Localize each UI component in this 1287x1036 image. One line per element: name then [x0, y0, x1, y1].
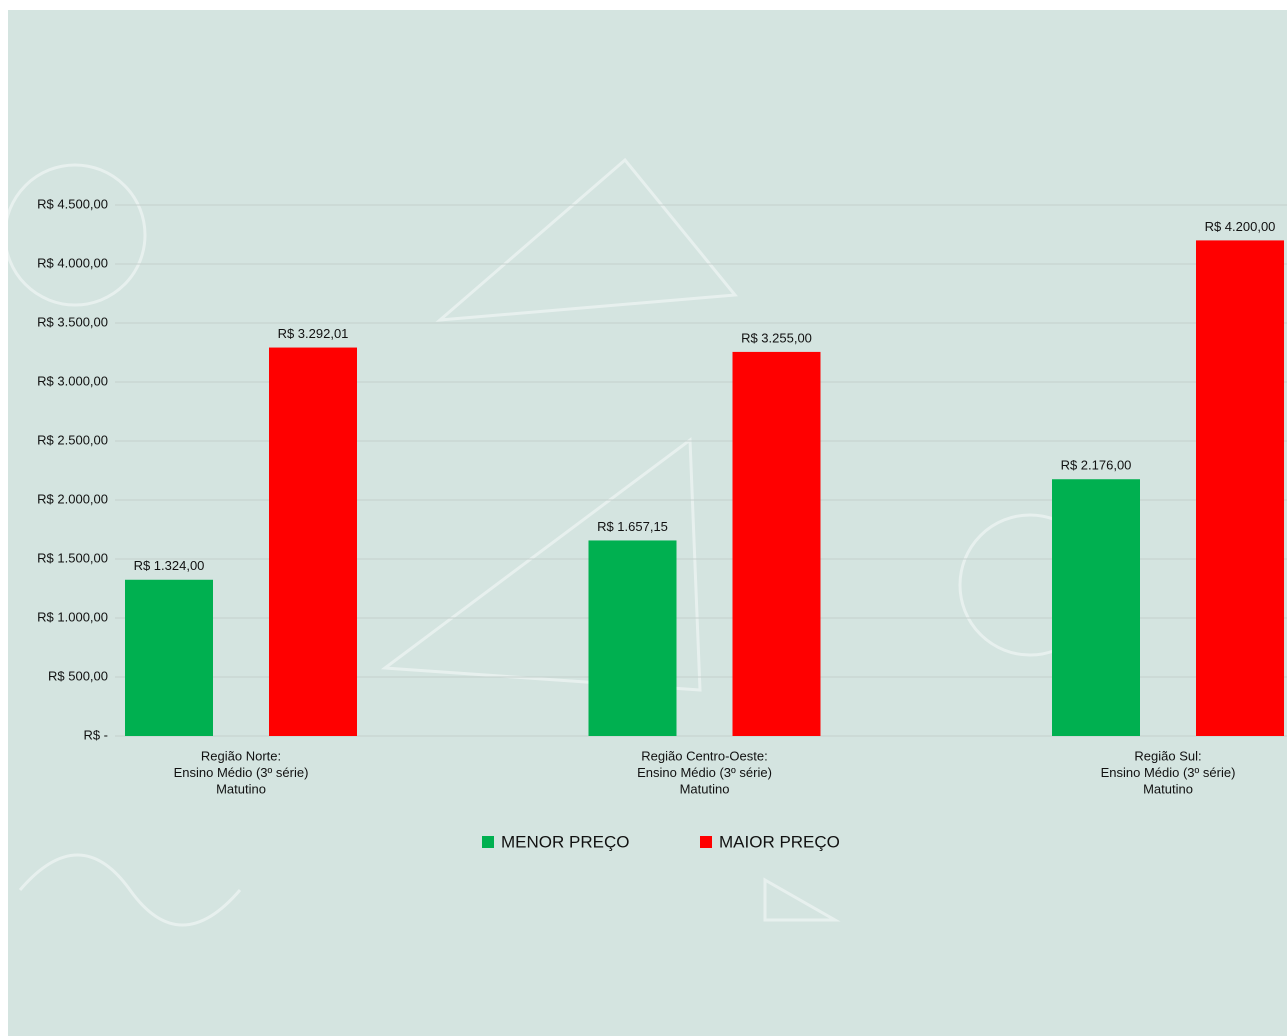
x-tick-label: Região Sul: — [1134, 748, 1201, 763]
y-tick-label: R$ 500,00 — [48, 668, 108, 683]
data-label: R$ 4.200,00 — [1205, 219, 1276, 234]
x-tick-label: Região Centro-Oeste: — [641, 748, 767, 763]
data-label: R$ 2.176,00 — [1061, 458, 1132, 473]
y-tick-label: R$ 2.500,00 — [37, 432, 108, 447]
data-label: R$ 1.324,00 — [134, 558, 205, 573]
legend: MENOR PREÇO MAIOR PREÇO — [482, 832, 840, 851]
x-tick-label: Ensino Médio (3º série) — [637, 765, 772, 780]
bar — [588, 540, 677, 736]
y-tick-label: R$ 3.000,00 — [37, 373, 108, 388]
y-tick-label: R$ 1.000,00 — [37, 609, 108, 624]
y-tick-label: R$ 1.500,00 — [37, 550, 108, 565]
y-tick-label: R$ 2.000,00 — [37, 491, 108, 506]
y-tick-label: R$ 4.500,00 — [37, 196, 108, 211]
y-tick-label: R$ 3.500,00 — [37, 314, 108, 329]
bar — [1052, 479, 1140, 736]
x-tick-label: Matutino — [680, 781, 730, 796]
x-tick-label: Matutino — [216, 781, 266, 796]
bar — [125, 579, 213, 736]
y-tick-label: R$ - — [83, 727, 108, 742]
x-tick-label: Matutino — [1143, 781, 1193, 796]
x-tick-label: Ensino Médio (3º série) — [174, 765, 309, 780]
legend-label: MAIOR PREÇO — [719, 832, 840, 851]
bar — [732, 351, 821, 736]
data-label: R$ 3.255,00 — [741, 330, 812, 345]
x-tick-label: Região Norte: — [201, 748, 281, 763]
bar — [1196, 240, 1284, 736]
data-label: R$ 1.657,15 — [597, 519, 668, 534]
legend-swatch — [482, 836, 494, 848]
legend-swatch — [700, 836, 712, 848]
bar — [269, 347, 357, 736]
x-tick-label: Ensino Médio (3º série) — [1101, 765, 1236, 780]
chalk-decoration — [3, 157, 1102, 927]
y-tick-label: R$ 4.000,00 — [37, 255, 108, 270]
data-label: R$ 3.292,01 — [278, 326, 349, 341]
legend-label: MENOR PREÇO — [501, 832, 629, 851]
